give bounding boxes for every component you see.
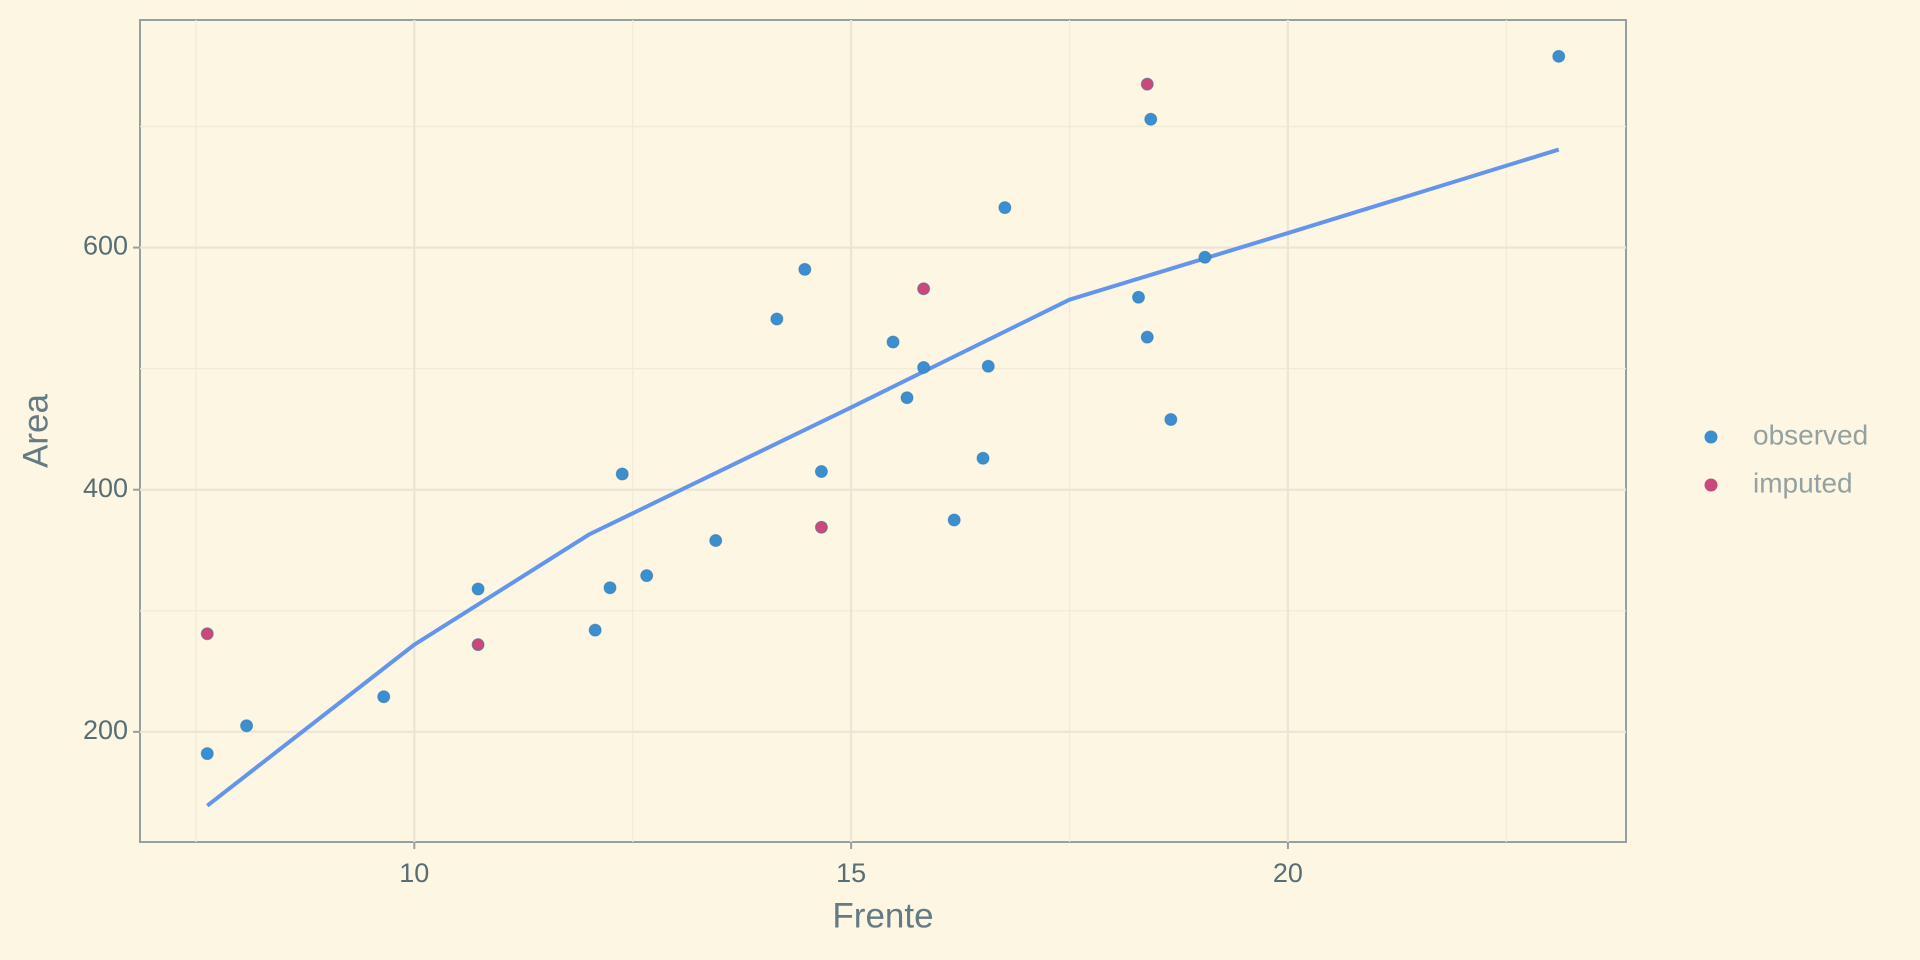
legend-marker bbox=[1704, 478, 1718, 492]
point bbox=[588, 623, 602, 637]
point bbox=[917, 360, 931, 374]
point bbox=[1552, 49, 1566, 63]
point bbox=[471, 582, 485, 596]
y-axis-title: Area bbox=[16, 394, 55, 468]
point bbox=[976, 451, 990, 465]
y-tick-label: 600 bbox=[83, 231, 128, 261]
plot-panel bbox=[139, 19, 1627, 843]
legend-label: observed bbox=[1753, 419, 1868, 450]
point bbox=[200, 747, 214, 761]
x-tick-label: 20 bbox=[1273, 858, 1303, 888]
y-tick-label: 400 bbox=[83, 473, 128, 503]
point bbox=[770, 312, 784, 326]
point bbox=[947, 513, 961, 527]
point bbox=[603, 581, 617, 595]
point bbox=[1132, 290, 1146, 304]
point bbox=[981, 359, 995, 373]
x-tick-label: 15 bbox=[836, 858, 866, 888]
point bbox=[814, 520, 828, 534]
point bbox=[886, 335, 900, 349]
x-tick-label: 10 bbox=[399, 858, 429, 888]
fit-line bbox=[206, 147, 1560, 808]
point bbox=[798, 262, 812, 276]
point bbox=[377, 690, 391, 704]
point bbox=[615, 467, 629, 481]
point bbox=[240, 719, 254, 733]
point bbox=[471, 638, 485, 652]
point bbox=[814, 465, 828, 479]
point bbox=[1164, 412, 1178, 426]
x-axis-title: Frente bbox=[832, 896, 933, 935]
point bbox=[998, 201, 1012, 215]
point bbox=[1140, 77, 1154, 91]
point bbox=[900, 391, 914, 405]
point bbox=[709, 534, 723, 548]
point bbox=[917, 282, 931, 296]
legend-label: imputed bbox=[1753, 467, 1853, 498]
legend-marker bbox=[1704, 430, 1718, 444]
point bbox=[640, 569, 654, 583]
point bbox=[1198, 250, 1212, 264]
point bbox=[1140, 330, 1154, 344]
point bbox=[1144, 112, 1158, 126]
y-tick-label: 200 bbox=[83, 715, 128, 745]
point bbox=[200, 627, 214, 641]
